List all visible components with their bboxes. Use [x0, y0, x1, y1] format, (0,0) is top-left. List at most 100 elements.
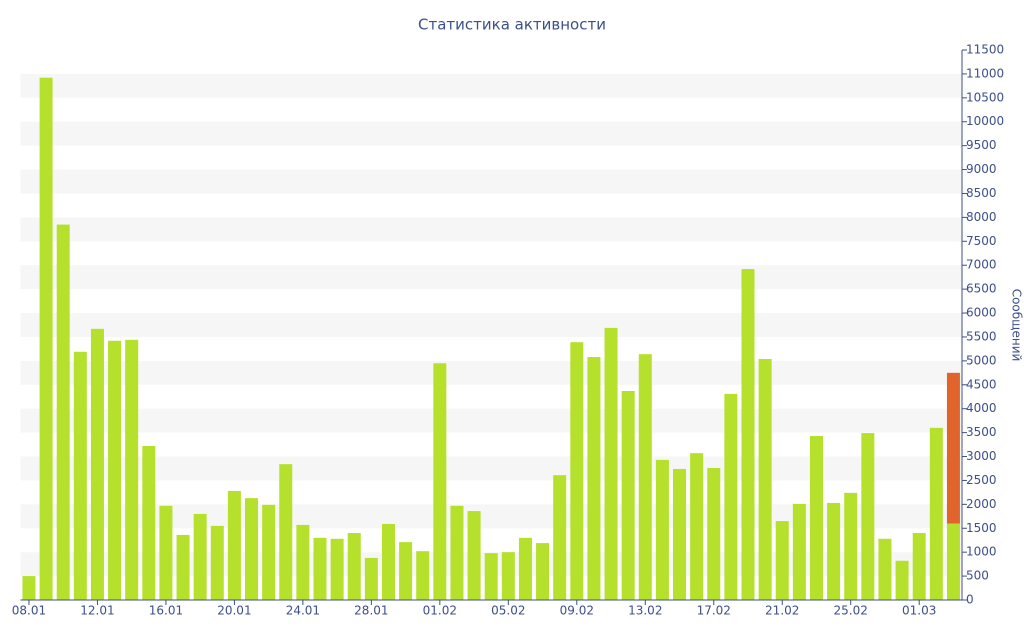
chart-title: Статистика активности: [418, 16, 606, 34]
y-tick-label: 5000: [966, 353, 997, 367]
grid-band: [20, 408, 962, 433]
x-tick-label: 28.01: [354, 604, 388, 618]
x-tick-label: 08.01: [12, 604, 46, 618]
y-axis-label: Сообщений: [1010, 289, 1024, 362]
bar: [142, 446, 156, 600]
bar: [450, 505, 464, 600]
bar: [227, 490, 241, 600]
y-tick-label: 7000: [966, 258, 997, 272]
bar: [536, 543, 550, 600]
bar: [673, 468, 687, 600]
grid-band: [20, 169, 962, 194]
y-tick-label: 11000: [966, 66, 1004, 80]
bar: [570, 342, 584, 600]
bar: [587, 357, 601, 600]
x-tick-label: 17.02: [697, 604, 731, 618]
bar: [912, 533, 926, 600]
bar: [467, 511, 481, 600]
y-tick-label: 0: [966, 593, 974, 607]
grid-band: [20, 217, 962, 242]
bar: [878, 538, 892, 600]
bar: [604, 327, 618, 600]
bar: [416, 551, 430, 600]
y-tick-label: 4500: [966, 377, 997, 391]
bar: [73, 351, 87, 600]
x-tick-label: 16.01: [149, 604, 183, 618]
bar: [364, 557, 378, 600]
y-tick-label: 8000: [966, 210, 997, 224]
grid-band: [20, 360, 962, 385]
grid-band: [20, 73, 962, 98]
bar: [108, 340, 122, 600]
bar: [758, 358, 772, 600]
y-tick-label: 4000: [966, 401, 997, 415]
x-tick-label: 20.01: [217, 604, 251, 618]
bar: [929, 427, 943, 600]
bar: [22, 576, 36, 600]
bar: [262, 504, 276, 600]
bar: [193, 513, 207, 600]
bar: [210, 525, 224, 600]
x-tick-label: 12.01: [80, 604, 114, 618]
bar: [621, 391, 635, 600]
bar: [501, 552, 515, 600]
bar: [484, 553, 498, 600]
bar: [381, 523, 395, 600]
bar: [159, 505, 173, 600]
bar: [946, 372, 960, 524]
grid-band: [20, 121, 962, 146]
y-tick-label: 3500: [966, 425, 997, 439]
x-tick-label: 21.02: [765, 604, 799, 618]
bar: [313, 537, 327, 600]
y-tick-label: 9000: [966, 162, 997, 176]
bar: [655, 459, 669, 600]
x-tick-label: 25.02: [834, 604, 868, 618]
x-tick-label: 13.02: [628, 604, 662, 618]
bar: [245, 498, 259, 600]
bar: [690, 453, 704, 600]
y-tick-label: 6500: [966, 282, 997, 296]
bar: [347, 533, 361, 600]
y-tick-label: 8500: [966, 186, 997, 200]
bar: [707, 468, 721, 600]
y-tick-label: 10500: [966, 90, 1004, 104]
y-tick-label: 1500: [966, 521, 997, 535]
y-tick-label: 3000: [966, 449, 997, 463]
y-tick-label: 5500: [966, 329, 997, 343]
bar: [809, 435, 823, 600]
bar: [399, 542, 413, 600]
y-tick-label: 1000: [966, 545, 997, 559]
y-tick-label: 11500: [966, 43, 1004, 57]
x-tick-label: 09.02: [560, 604, 594, 618]
grid-band: [20, 265, 962, 290]
bar: [125, 339, 139, 600]
bar: [553, 475, 567, 600]
bar: [775, 521, 789, 600]
bar: [946, 523, 960, 600]
bar: [518, 537, 532, 600]
y-tick-label: 2500: [966, 473, 997, 487]
y-tick-label: 9500: [966, 138, 997, 152]
bar: [296, 524, 310, 600]
bar: [741, 269, 755, 600]
bar: [638, 354, 652, 600]
x-tick-label: 24.01: [286, 604, 320, 618]
bar: [176, 534, 190, 600]
y-tick-label: 500: [966, 569, 989, 583]
x-tick-label: 01.02: [423, 604, 457, 618]
x-tick-label: 05.02: [491, 604, 525, 618]
bar: [844, 492, 858, 600]
bar: [39, 77, 53, 600]
bar: [433, 363, 447, 600]
bar: [792, 503, 806, 600]
y-tick-label: 6000: [966, 306, 997, 320]
grid-band: [20, 313, 962, 337]
y-tick-label: 2000: [966, 497, 997, 511]
bar: [330, 538, 344, 600]
bar: [90, 328, 104, 600]
bar: [895, 560, 909, 600]
bar: [861, 433, 875, 600]
bar: [56, 224, 70, 600]
y-tick-label: 10000: [966, 114, 1004, 128]
